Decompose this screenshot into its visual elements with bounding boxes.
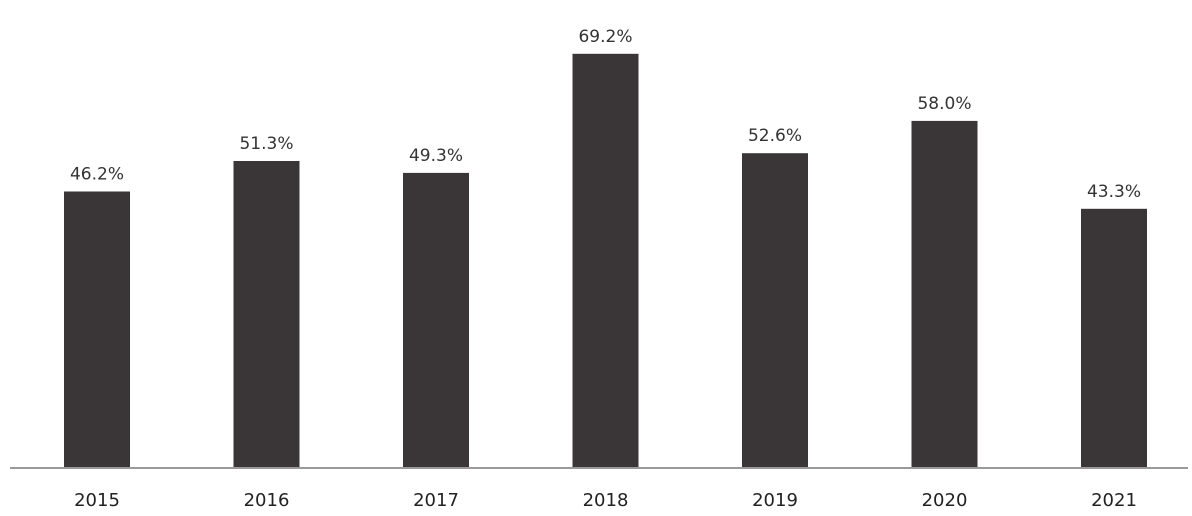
x-tick-labels-group: 2015 2016 2017 2018 2019 2020 2021 — [74, 490, 1137, 511]
bar-2019 — [742, 153, 808, 468]
bar-2018 — [572, 53, 639, 469]
data-label-2020: 58.0% — [917, 94, 971, 114]
data-label-2017: 49.3% — [409, 146, 463, 166]
x-tick-label-2019: 2019 — [752, 490, 798, 511]
bar-2015 — [64, 191, 130, 468]
data-labels-group: 46.2% 51.3% 49.3% 69.2% 52.6% 58.0% 43.3% — [70, 27, 1141, 202]
data-label-2015: 46.2% — [70, 165, 124, 185]
data-label-2018: 69.2% — [578, 27, 632, 47]
bars-group — [64, 53, 1147, 469]
bar-2021 — [1081, 208, 1147, 469]
x-tick-label-2021: 2021 — [1091, 490, 1137, 511]
bar-2016 — [233, 161, 300, 468]
x-tick-label-2018: 2018 — [583, 490, 629, 511]
x-tick-label-2017: 2017 — [413, 490, 459, 511]
x-tick-label-2015: 2015 — [74, 490, 120, 511]
bar-2017 — [403, 172, 469, 468]
data-label-2016: 51.3% — [239, 134, 293, 154]
x-tick-label-2020: 2020 — [922, 490, 968, 511]
data-label-2021: 43.3% — [1087, 182, 1141, 202]
x-tick-label-2016: 2016 — [244, 490, 290, 511]
bar-2020 — [911, 120, 978, 469]
data-label-2019: 52.6% — [748, 126, 802, 146]
